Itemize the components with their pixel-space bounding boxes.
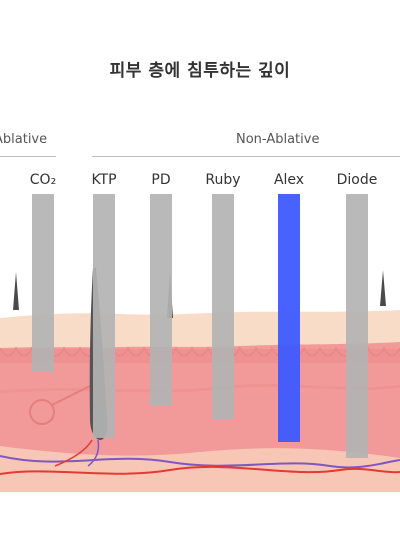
laser-bar-diode <box>346 194 368 458</box>
laser-bar-alex <box>278 194 300 442</box>
laser-label-co2: CO₂ <box>29 172 57 188</box>
laser-bar-ktp <box>93 194 115 438</box>
page-title: 피부 층에 침투하는 깊이 <box>109 61 291 81</box>
laser-label-pd: PD <box>151 172 171 188</box>
laser-label-ktp: KTP <box>91 172 117 188</box>
group-label-ablative: Ablative <box>0 132 48 147</box>
laser-bar-ruby <box>212 194 234 420</box>
dermal-papillae <box>0 346 400 357</box>
laser-bar-pd <box>150 194 172 406</box>
hair-shaft-right <box>380 270 386 306</box>
laser-bar-co2 <box>32 194 54 372</box>
sebaceous-gland <box>29 399 55 425</box>
epidermis-layer <box>0 310 400 348</box>
ablative-divider <box>0 156 56 157</box>
laser-label-ruby: Ruby <box>205 172 241 188</box>
artery-branch <box>54 439 93 467</box>
gland-duct <box>51 385 91 406</box>
group-label-non-ablative: Non-Ablative <box>236 132 320 147</box>
artery <box>0 465 400 475</box>
laser-label-alex: Alex <box>273 172 305 188</box>
hair-shaft-left <box>13 272 19 310</box>
non-ablative-divider <box>92 156 400 157</box>
vein-branch <box>87 439 100 467</box>
laser-label-diode: Diode <box>336 172 378 188</box>
vein <box>0 455 400 469</box>
